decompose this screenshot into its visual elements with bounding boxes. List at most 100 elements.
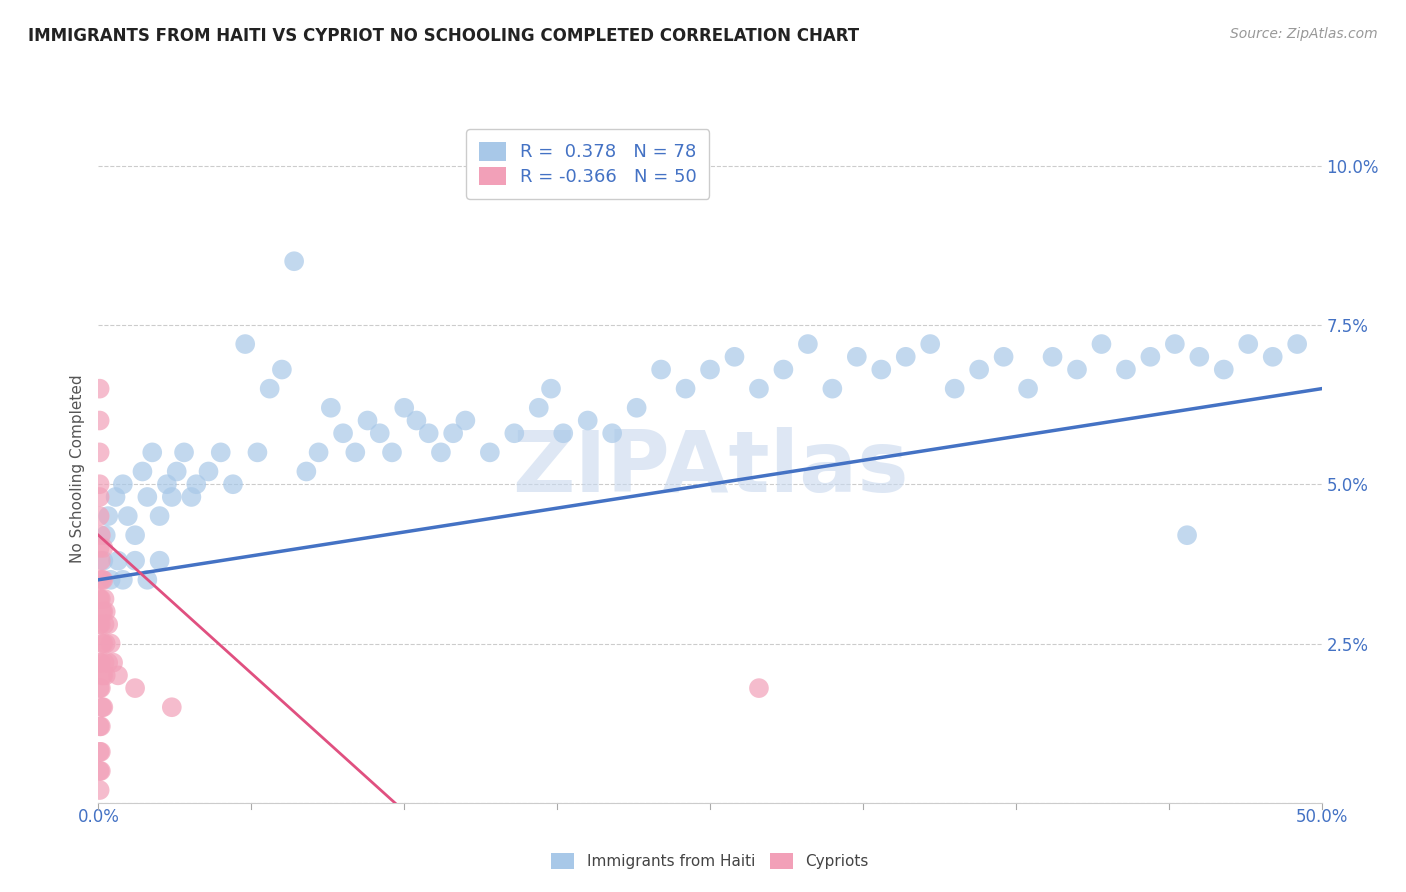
Point <box>91 668 114 682</box>
Point <box>748 382 770 396</box>
Point <box>540 382 562 396</box>
Point <box>650 362 672 376</box>
Point <box>89 490 111 504</box>
Point <box>91 573 114 587</box>
Point <box>89 783 111 797</box>
Point <box>1115 362 1137 376</box>
Point <box>94 668 117 682</box>
Point <box>553 426 575 441</box>
Point <box>723 350 745 364</box>
Point <box>993 350 1015 364</box>
Point <box>319 401 342 415</box>
Point <box>1164 337 1187 351</box>
Text: ZIPAtlas: ZIPAtlas <box>512 426 908 510</box>
Point <box>111 573 134 587</box>
Point <box>90 554 112 568</box>
Point <box>90 719 112 733</box>
Point <box>136 573 159 587</box>
Point <box>295 465 318 479</box>
Point <box>1212 362 1234 376</box>
Point <box>967 362 990 376</box>
Point <box>1042 350 1064 364</box>
Point <box>91 636 114 650</box>
Point <box>89 477 111 491</box>
Point <box>90 764 112 778</box>
Point <box>90 591 112 606</box>
Point <box>1090 337 1112 351</box>
Point <box>97 656 120 670</box>
Point <box>478 445 501 459</box>
Point <box>600 426 623 441</box>
Point <box>90 745 112 759</box>
Point <box>344 445 367 459</box>
Point <box>1237 337 1260 351</box>
Point <box>845 350 868 364</box>
Point <box>93 591 115 606</box>
Text: IMMIGRANTS FROM HAITI VS CYPRIOT NO SCHOOLING COMPLETED CORRELATION CHART: IMMIGRANTS FROM HAITI VS CYPRIOT NO SCHO… <box>28 27 859 45</box>
Point <box>441 426 464 441</box>
Point <box>1066 362 1088 376</box>
Point <box>222 477 245 491</box>
Point <box>90 617 112 632</box>
Point <box>101 656 124 670</box>
Point <box>89 573 111 587</box>
Point <box>283 254 305 268</box>
Legend: Immigrants from Haiti, Cypriots: Immigrants from Haiti, Cypriots <box>546 847 875 875</box>
Point <box>430 445 453 459</box>
Point <box>136 490 159 504</box>
Point <box>173 445 195 459</box>
Point <box>97 617 120 632</box>
Point <box>107 554 129 568</box>
Point <box>308 445 330 459</box>
Point <box>94 636 117 650</box>
Point <box>91 700 114 714</box>
Point <box>920 337 942 351</box>
Point <box>259 382 281 396</box>
Point <box>89 764 111 778</box>
Point <box>418 426 440 441</box>
Point <box>91 605 114 619</box>
Point <box>91 700 114 714</box>
Point <box>104 490 127 504</box>
Point <box>381 445 404 459</box>
Point <box>156 477 179 491</box>
Point <box>124 681 146 695</box>
Point <box>89 617 111 632</box>
Point <box>943 382 966 396</box>
Point <box>149 509 172 524</box>
Point <box>748 681 770 695</box>
Point <box>392 401 416 415</box>
Point <box>89 745 111 759</box>
Point <box>89 541 111 555</box>
Point <box>576 413 599 427</box>
Point <box>91 636 114 650</box>
Point <box>89 719 111 733</box>
Point <box>503 426 526 441</box>
Point <box>91 573 114 587</box>
Point <box>186 477 208 491</box>
Point <box>626 401 648 415</box>
Point <box>772 362 794 376</box>
Point <box>94 528 117 542</box>
Point <box>90 681 112 695</box>
Point <box>117 509 139 524</box>
Point <box>89 445 111 459</box>
Point <box>356 413 378 427</box>
Point <box>870 362 893 376</box>
Point <box>94 605 117 619</box>
Point <box>1175 528 1198 542</box>
Point <box>89 382 111 396</box>
Point <box>124 528 146 542</box>
Point <box>107 668 129 682</box>
Point <box>797 337 820 351</box>
Point <box>141 445 163 459</box>
Point <box>149 554 172 568</box>
Point <box>89 509 111 524</box>
Point <box>160 700 183 714</box>
Point <box>131 465 153 479</box>
Point <box>233 337 256 351</box>
Point <box>100 636 122 650</box>
Point <box>97 509 120 524</box>
Point <box>1139 350 1161 364</box>
Point <box>332 426 354 441</box>
